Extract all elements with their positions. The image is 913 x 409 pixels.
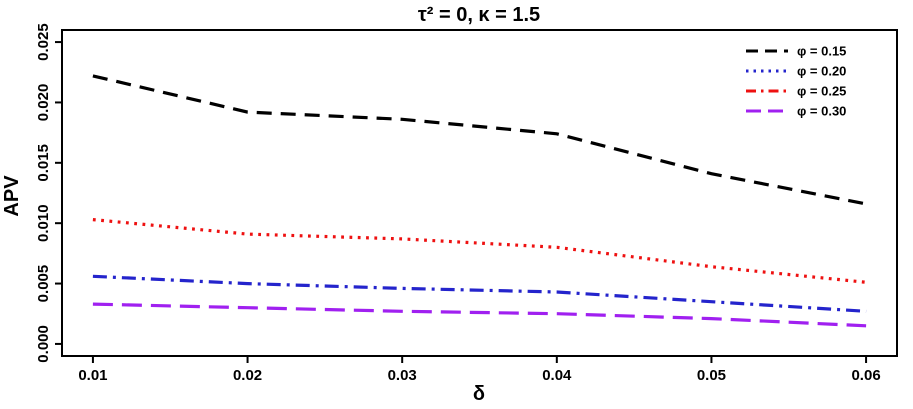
legend-label: φ = 0.25 bbox=[797, 84, 846, 99]
plot-box bbox=[61, 29, 898, 357]
legend-label: φ = 0.30 bbox=[797, 104, 846, 119]
x-tick-label: 0.04 bbox=[542, 367, 572, 384]
x-tick-label: 0.05 bbox=[697, 367, 726, 384]
series-line bbox=[92, 74, 867, 206]
series-line bbox=[92, 302, 867, 328]
x-tick-label: 0.03 bbox=[388, 367, 417, 384]
legend-label: φ = 0.15 bbox=[797, 44, 846, 59]
y-tick-label: 0.000 bbox=[35, 325, 52, 363]
x-tick-label: 0.02 bbox=[233, 367, 262, 384]
series-line bbox=[92, 218, 867, 284]
y-tick-label: 0.020 bbox=[35, 84, 52, 122]
y-tick-label: 0.025 bbox=[35, 23, 52, 61]
y-tick-label: 0.015 bbox=[35, 144, 52, 182]
chart-title: τ² = 0, κ = 1.5 bbox=[418, 4, 540, 26]
y-tick-label: 0.005 bbox=[35, 265, 52, 303]
y-tick-label: 0.010 bbox=[35, 204, 52, 242]
plot-area: 0.01 0.02 0.03 0.04 0.05 0.06 0.000 0.005 0.010 0… bbox=[35, 23, 898, 384]
x-axis-label: δ bbox=[473, 383, 485, 405]
series-line bbox=[92, 274, 867, 313]
x-tick-label: 0.01 bbox=[78, 367, 107, 384]
legend-label: φ = 0.20 bbox=[797, 64, 846, 79]
y-axis-label: APV bbox=[1, 175, 23, 217]
x-tick-label: 0.06 bbox=[851, 367, 880, 384]
